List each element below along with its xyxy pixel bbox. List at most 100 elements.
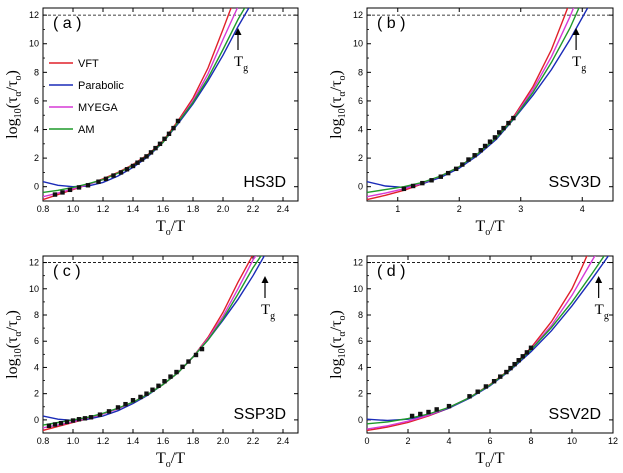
x-tick-label: 2	[405, 436, 410, 446]
y-tick-label: 6	[34, 336, 39, 346]
data-point	[472, 153, 477, 158]
x-tick-label: 1	[395, 204, 400, 214]
data-point	[106, 409, 112, 414]
x-tick-label: 1.2	[97, 204, 110, 214]
x-tick-label: 1.8	[187, 436, 200, 446]
data-point	[453, 166, 459, 172]
plot-frame	[366, 7, 614, 202]
y-tick-label: 10	[29, 284, 39, 294]
tg-arrowhead	[572, 28, 580, 35]
data-point	[180, 364, 185, 369]
panel-label: ( c )	[53, 263, 81, 280]
x-tick-label: 4	[446, 436, 451, 446]
x-axis-label: To/T	[156, 218, 185, 238]
x-tick-label: 8	[528, 436, 533, 446]
y-tick-label: 2	[358, 153, 363, 163]
y-tick-label: 12	[353, 10, 363, 20]
y-tick-label: 8	[358, 67, 363, 77]
y-tick-label: 10	[353, 284, 363, 294]
y-tick-label: 6	[358, 336, 363, 346]
data-point	[497, 130, 502, 135]
data-point	[60, 190, 65, 195]
data-point	[516, 358, 521, 363]
x-tick-label: 10	[567, 436, 577, 446]
x-tick-label: 1.6	[157, 204, 170, 214]
y-tick-label: 0	[34, 182, 39, 192]
data-point	[426, 409, 431, 415]
x-tick-label: 2.2	[247, 204, 260, 214]
data-point	[466, 157, 471, 162]
data-point	[88, 415, 94, 420]
x-axis-label: To/T	[476, 450, 505, 470]
x-tick-label: 12	[608, 436, 618, 446]
data-point	[52, 422, 58, 427]
x-tick-label: 1.0	[67, 204, 80, 214]
x-tick-label: 6	[487, 436, 492, 446]
data-point	[478, 148, 483, 153]
x-tick-label: 1.4	[127, 436, 140, 446]
tg-arrowhead	[595, 276, 603, 283]
data-point	[492, 135, 498, 140]
y-axis-label: log10(τα/τo)	[328, 70, 348, 139]
y-tick-label: 12	[29, 258, 39, 268]
data-point	[144, 154, 149, 159]
data-point	[434, 407, 439, 412]
y-tick-label: 10	[29, 39, 39, 49]
data-point	[46, 423, 52, 428]
y-axis-label: log10(τα/τo)	[4, 310, 24, 379]
data-point	[482, 143, 488, 149]
data-point	[97, 412, 103, 417]
panel-name: SSP3D	[234, 406, 286, 423]
y-tick-label: 8	[34, 67, 39, 77]
data-point	[130, 398, 136, 403]
data-point	[409, 413, 415, 419]
data-point	[175, 118, 181, 124]
x-tick-label: 2.0	[217, 436, 230, 446]
data-point	[85, 183, 91, 188]
data-point	[445, 170, 451, 176]
data-point	[162, 136, 167, 142]
data-point	[508, 365, 513, 371]
x-tick-label: 4	[580, 204, 585, 214]
plot-frame	[42, 7, 299, 202]
x-tick-label: 1.2	[97, 436, 110, 446]
data-point	[174, 369, 179, 375]
data-point	[52, 192, 58, 197]
data-point	[64, 419, 70, 425]
x-tick-label: 0.8	[37, 204, 50, 214]
y-axis-label: log10(τα/τo)	[328, 310, 348, 379]
data-point	[438, 174, 443, 179]
tg-arrowhead	[234, 28, 242, 35]
data-point	[467, 394, 472, 399]
data-point	[501, 125, 506, 131]
data-point	[157, 141, 163, 147]
panel-name: SSV2D	[549, 406, 601, 423]
legend-entry: AM	[78, 124, 95, 136]
data-point	[96, 179, 101, 184]
data-point	[475, 389, 480, 394]
y-tick-label: 2	[358, 389, 363, 399]
legend-entry: Parabolic	[78, 80, 124, 92]
x-tick-label: 2	[457, 204, 462, 214]
x-tick-label: 0.8	[37, 436, 50, 446]
y-tick-label: 6	[358, 96, 363, 106]
panel-label: ( b )	[377, 15, 405, 32]
data-point	[491, 379, 497, 384]
legend-entry: VFT	[78, 58, 99, 70]
curves	[367, 8, 589, 201]
data-point	[193, 352, 199, 358]
curves	[43, 8, 250, 201]
x-tick-label: 2.2	[247, 436, 260, 446]
data-point	[118, 170, 124, 175]
tg-arrowhead	[261, 276, 269, 283]
data-point	[498, 374, 503, 379]
data-point	[76, 185, 82, 190]
data-point	[420, 180, 425, 186]
data-point	[139, 157, 145, 162]
y-tick-label: 2	[34, 153, 39, 163]
data-point	[148, 150, 154, 155]
y-tick-label: 4	[358, 362, 363, 372]
y-axis-label: log10(τα/τo)	[4, 70, 24, 139]
